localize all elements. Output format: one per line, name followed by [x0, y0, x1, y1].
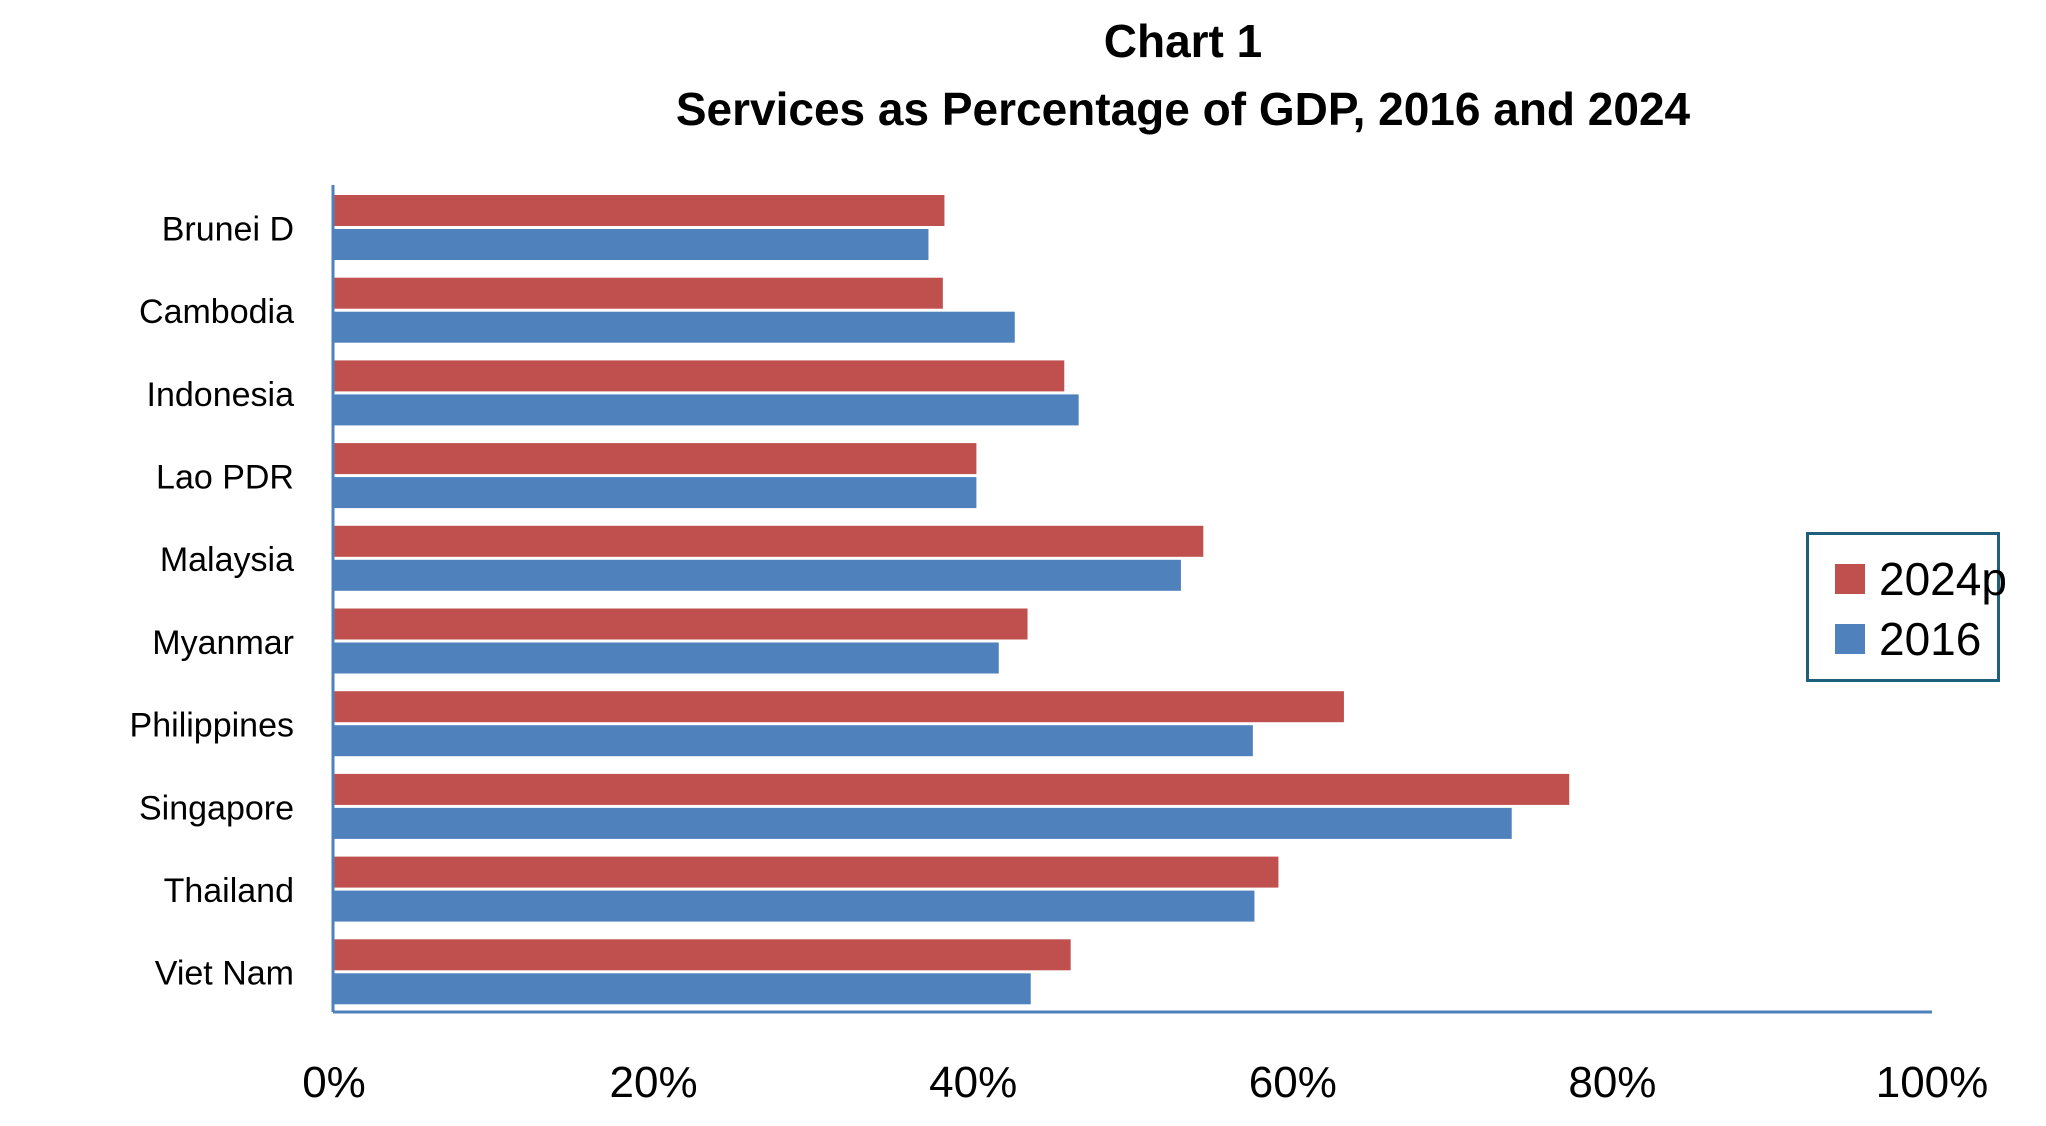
- legend-swatch-2024p: [1835, 564, 1865, 594]
- category-label-myanmar: Myanmar: [152, 624, 294, 662]
- x-tick-label-4: 80%: [1568, 1058, 1656, 1107]
- legend-item-2024p: 2024p: [1835, 553, 2007, 605]
- bar-thailand-2016: [334, 890, 1255, 922]
- bar-philippines-2024p: [334, 691, 1344, 723]
- category-label-singapore: Singapore: [139, 789, 294, 827]
- category-label-cambodia: Cambodia: [139, 293, 294, 331]
- bar-indonesia-2016: [334, 394, 1079, 426]
- bar-viet-nam-2024p: [334, 939, 1071, 971]
- bar-lao-pdr-2024p: [334, 443, 977, 475]
- chart-title: Chart 1: [1103, 15, 1263, 67]
- category-label-philippines: Philippines: [130, 707, 294, 745]
- category-label-indonesia: Indonesia: [147, 376, 295, 414]
- bar-myanmar-2016: [334, 642, 999, 674]
- bar-brunei-d-2016: [334, 229, 929, 260]
- bar-cambodia-2024p: [334, 277, 943, 309]
- legend-swatch-2016: [1835, 624, 1865, 654]
- legend-label-2024p: 2024p: [1879, 553, 2007, 605]
- bar-philippines-2016: [334, 725, 1253, 757]
- category-label-malaysia: Malaysia: [160, 541, 294, 579]
- bar-myanmar-2024p: [334, 608, 1028, 640]
- category-label-viet-nam: Viet Nam: [155, 955, 294, 993]
- bar-cambodia-2016: [334, 311, 1015, 343]
- bar-thailand-2024p: [334, 856, 1279, 888]
- legend-item-2016: 2016: [1835, 613, 1981, 665]
- bar-viet-nam-2016: [334, 973, 1031, 1005]
- bar-brunei-d-2024p: [334, 195, 945, 226]
- chart-legend: 2024p 2016: [1806, 532, 2007, 682]
- bar-singapore-2016: [334, 807, 1512, 839]
- x-tick-label-5: 100%: [1876, 1058, 1989, 1107]
- category-label-lao-pdr: Lao PDR: [156, 458, 294, 496]
- chart-subtitle: Services as Percentage of GDP, 2016 and …: [675, 83, 1691, 135]
- bar-malaysia-2016: [334, 559, 1181, 591]
- legend-label-2016: 2016: [1879, 613, 1982, 665]
- bar-malaysia-2024p: [334, 525, 1204, 557]
- category-label-brunei-d: Brunei D: [162, 210, 294, 248]
- x-tick-label-1: 20%: [610, 1058, 698, 1107]
- bar-singapore-2024p: [334, 773, 1570, 805]
- bar-indonesia-2024p: [334, 360, 1065, 392]
- x-tick-label-3: 60%: [1249, 1058, 1337, 1107]
- bar-lao-pdr-2016: [334, 477, 977, 509]
- x-tick-label-0: 0%: [302, 1058, 366, 1107]
- category-label-thailand: Thailand: [164, 872, 294, 910]
- x-tick-label-2: 40%: [929, 1058, 1017, 1107]
